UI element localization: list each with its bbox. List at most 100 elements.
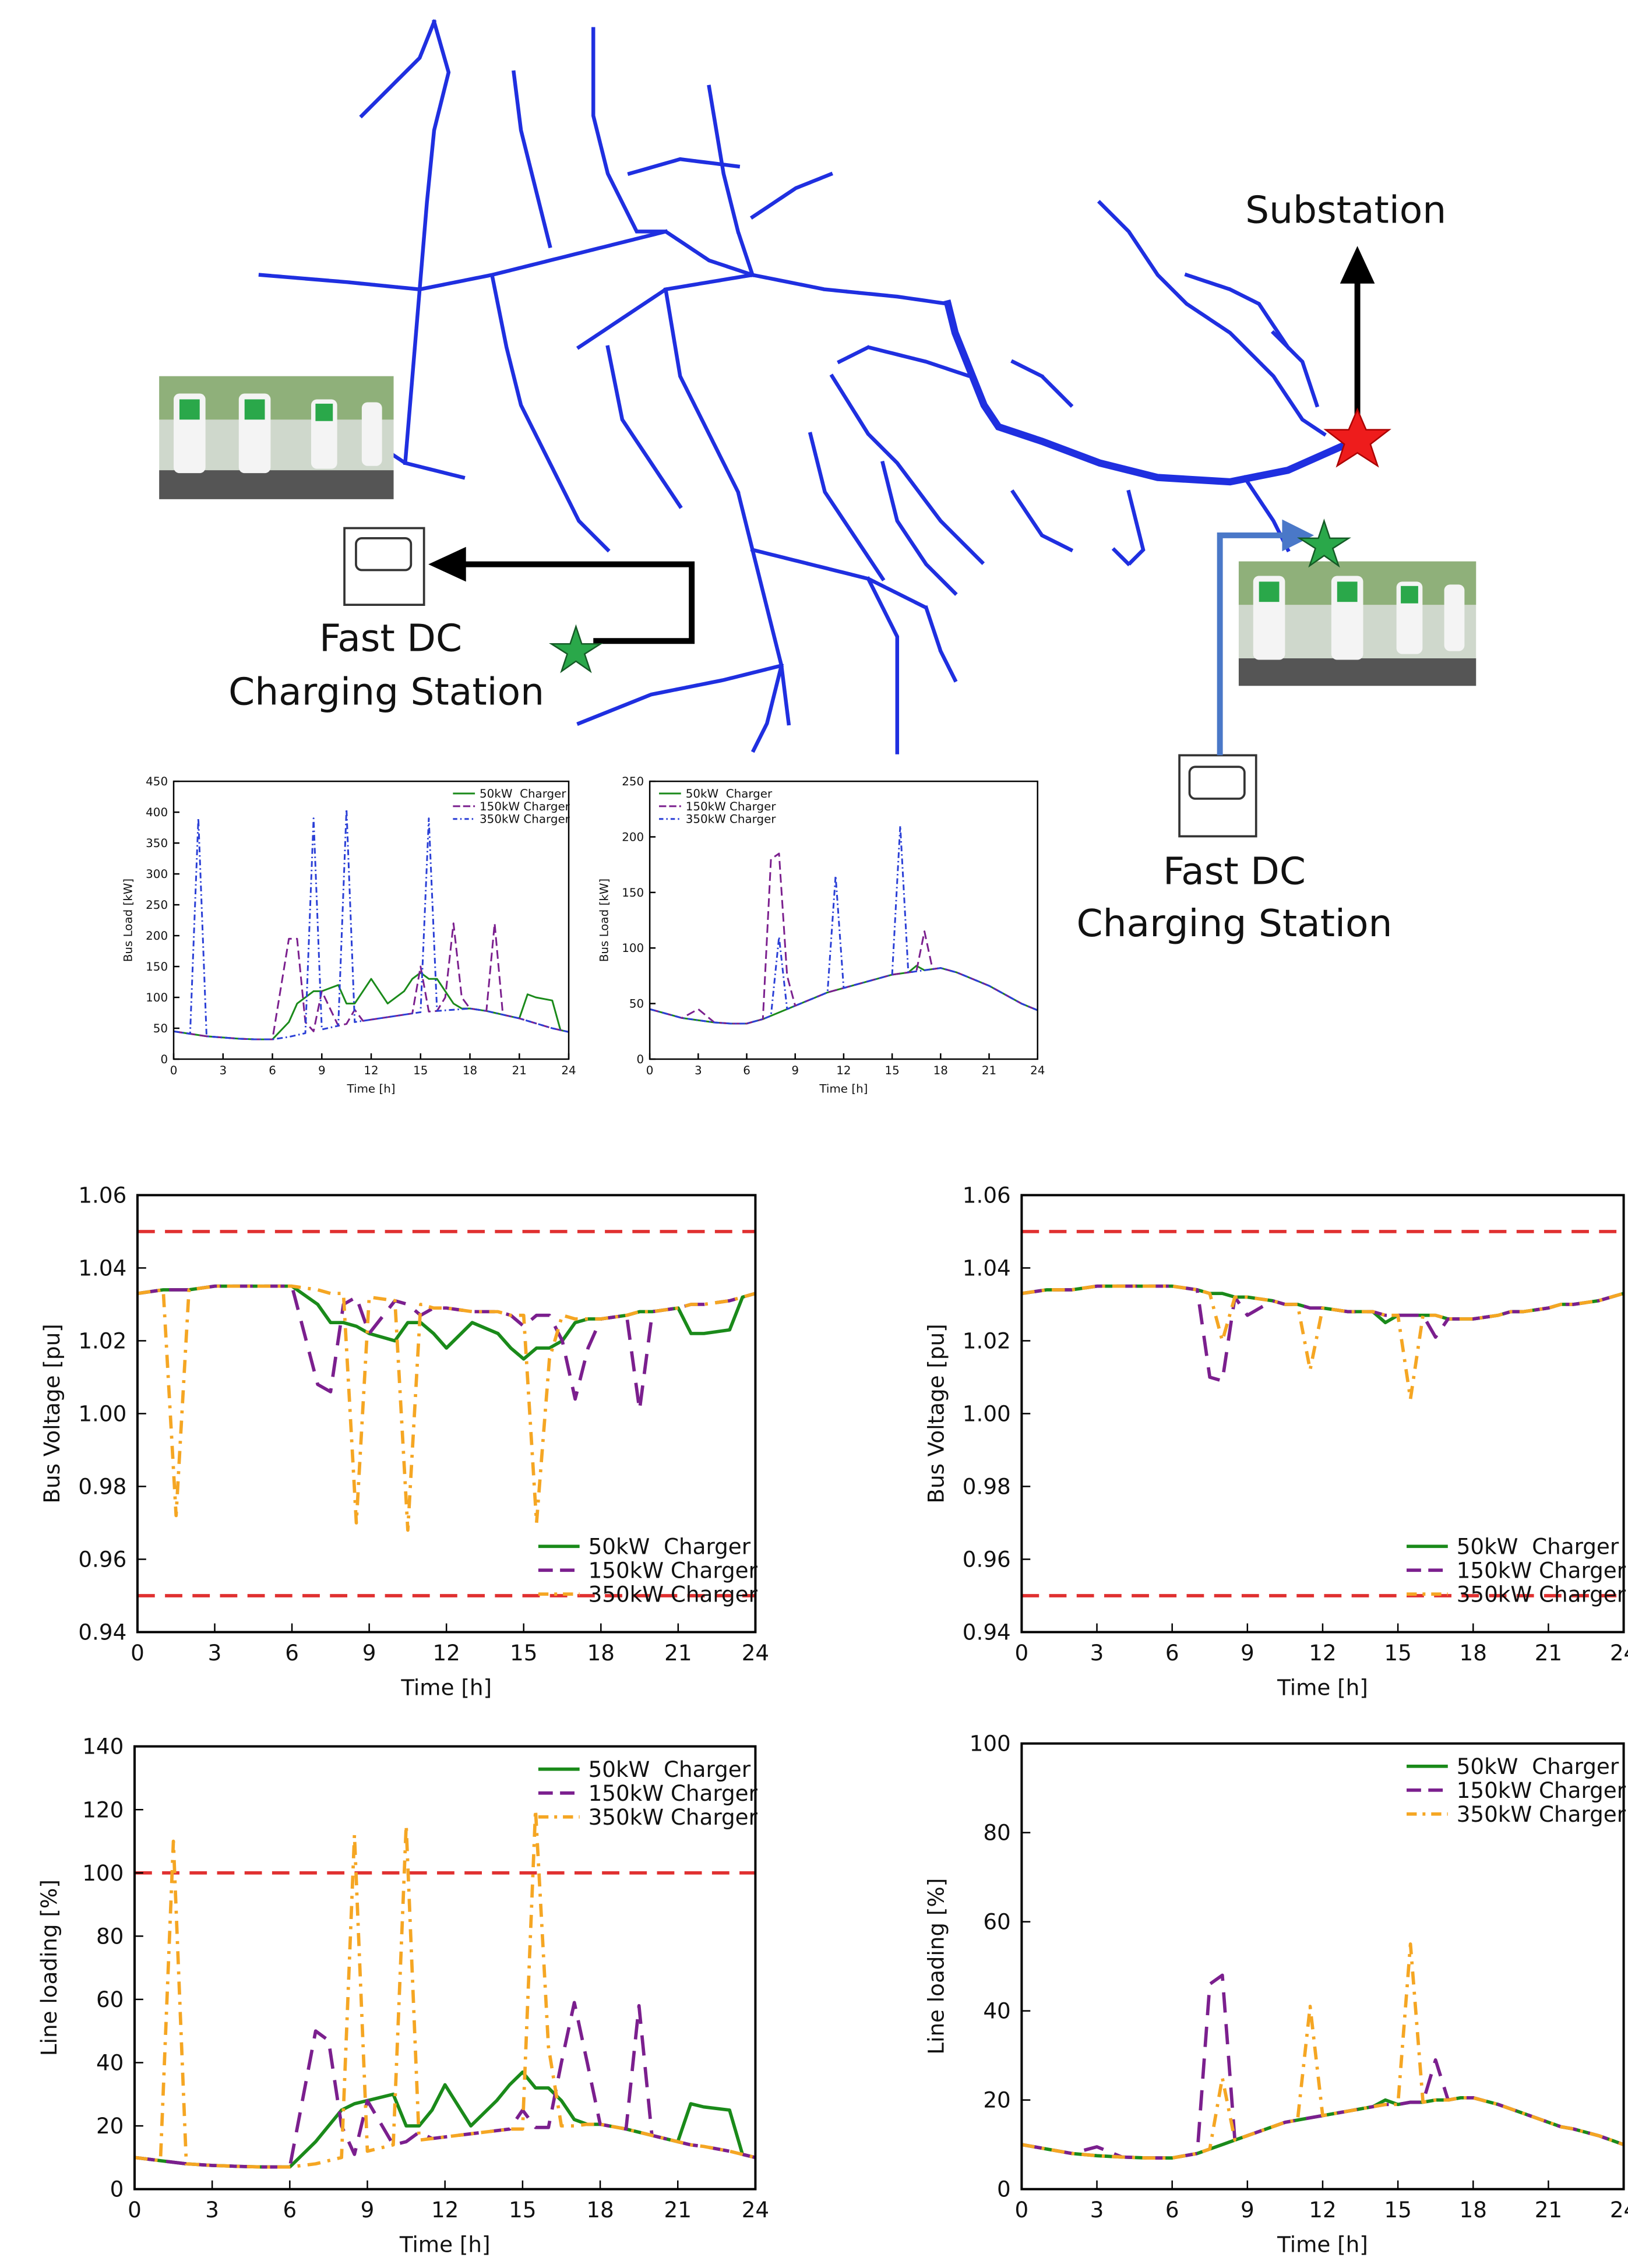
x-tick-label: 18: [933, 1064, 948, 1077]
y-tick-label: 450: [146, 775, 168, 788]
x-axis-label: Time [h]: [1277, 1674, 1368, 1700]
x-tick-label: 9: [361, 2197, 375, 2223]
y-tick-label: 20: [96, 2113, 124, 2139]
series-line: [1021, 1942, 1625, 2160]
x-tick-label: 12: [1309, 2197, 1336, 2223]
x-tick-label: 6: [285, 1640, 299, 1666]
legend-label: 150kW Charger: [686, 800, 777, 813]
y-tick-label: 60: [96, 1987, 124, 2012]
y-tick-label: 350: [146, 837, 168, 850]
x-tick-label: 6: [283, 2197, 297, 2223]
x-tick-label: 0: [131, 1640, 145, 1666]
x-tick-label: 0: [170, 1064, 178, 1077]
legend-label: 50kW Charger: [589, 1756, 751, 1782]
legend-label: 150kW Charger: [589, 1780, 758, 1806]
y-tick-label: 1.04: [78, 1255, 126, 1281]
x-axis-label: Time [h]: [1277, 2232, 1368, 2258]
x-tick-label: 21: [512, 1064, 527, 1077]
y-tick-label: 200: [146, 929, 168, 943]
y-tick-label: 0.98: [78, 1473, 126, 1499]
x-tick-label: 18: [1460, 2197, 1487, 2223]
y-tick-label: 0.94: [963, 1620, 1011, 1645]
x-axis-label: Time [h]: [819, 1082, 868, 1096]
x-tick-label: 0: [646, 1064, 654, 1077]
legend-label: 150kW Charger: [480, 800, 570, 813]
charger-photo: [1238, 561, 1477, 686]
legend-label: 350kW Charger: [1457, 1801, 1626, 1827]
chart: 0 3 6 9 12 15 18 21 24 0 20 40 60 80 100 120 140 Time [h]…: [36, 1734, 769, 2258]
diagram-label: Fast DC: [319, 617, 462, 661]
legend-label: 150kW Charger: [1457, 1557, 1626, 1583]
x-tick-label: 3: [1090, 2197, 1104, 2223]
x-tick-label: 24: [742, 2197, 769, 2223]
y-tick-label: 1.04: [963, 1255, 1011, 1281]
x-tick-label: 6: [269, 1064, 276, 1077]
x-tick-label: 21: [1535, 2197, 1562, 2223]
x-tick-label: 9: [1241, 2197, 1255, 2223]
x-tick-label: 18: [1460, 1640, 1487, 1666]
legend-label: 50kW Charger: [686, 787, 773, 800]
legend-label: 350kW Charger: [1457, 1581, 1626, 1607]
y-tick-label: 0: [110, 2177, 124, 2202]
y-tick-label: 120: [82, 1797, 124, 1822]
series-line: [137, 1284, 756, 1361]
y-tick-label: 80: [983, 1820, 1010, 1846]
charger-icon: [343, 527, 425, 606]
y-tick-label: 0.94: [78, 1620, 126, 1645]
y-tick-label: 0.96: [963, 1546, 1011, 1572]
y-tick-label: 300: [146, 867, 168, 881]
series-line: [173, 972, 569, 1040]
substation-star: [1323, 407, 1391, 468]
x-tick-label: 3: [219, 1064, 227, 1077]
x-tick-label: 9: [318, 1064, 326, 1077]
x-tick-label: 24: [1610, 1640, 1628, 1666]
x-tick-label: 6: [1165, 1640, 1179, 1666]
y-tick-label: 200: [622, 830, 644, 844]
y-axis-label: Bus Voltage [pu]: [923, 1324, 949, 1503]
x-tick-label: 24: [1030, 1064, 1045, 1077]
chart: 0 3 6 9 12 15 18 21 24 0 50 100 150 200 250 300 350 400 45…: [122, 775, 576, 1096]
legend-label: 350kW Charger: [480, 813, 570, 826]
y-tick-label: 1.02: [78, 1328, 126, 1353]
y-tick-label: 100: [82, 1860, 124, 1886]
x-tick-label: 3: [1090, 1640, 1104, 1666]
series-line: [1021, 1973, 1625, 2160]
x-tick-label: 21: [982, 1064, 996, 1077]
y-axis-label: Bus Voltage [pu]: [39, 1324, 65, 1503]
series-line: [137, 1284, 756, 1532]
series-line: [649, 824, 1038, 1025]
y-tick-label: 60: [983, 1909, 1010, 1935]
y-tick-label: 80: [96, 1923, 124, 1949]
station-star: [548, 624, 603, 673]
x-tick-label: 3: [205, 2197, 219, 2223]
series-line: [649, 852, 1038, 1025]
y-tick-label: 50: [153, 1022, 168, 1035]
x-tick-label: 9: [1241, 1640, 1255, 1666]
y-tick-label: 0: [997, 2177, 1011, 2202]
legend-label: 350kW Charger: [686, 813, 777, 826]
x-tick-label: 12: [364, 1064, 378, 1077]
x-tick-label: 3: [695, 1064, 702, 1077]
x-tick-label: 15: [413, 1064, 428, 1077]
x-axis-label: Time [h]: [400, 1674, 492, 1700]
x-tick-label: 3: [208, 1640, 222, 1666]
series-line: [134, 2070, 756, 2169]
x-tick-label: 18: [586, 2197, 614, 2223]
x-axis-label: Time [h]: [399, 2232, 491, 2258]
y-axis-label: Line loading [%]: [36, 1879, 62, 2056]
x-tick-label: 21: [664, 2197, 692, 2223]
x-tick-label: 0: [128, 2197, 142, 2223]
chart: 0 3 6 9 12 15 18 21 24 0 20 40 60 80 100 Time [h] Line l…: [923, 1731, 1628, 2258]
x-tick-label: 21: [664, 1640, 692, 1666]
legend-label: 50kW Charger: [1457, 1533, 1619, 1559]
y-axis-label: Line loading [%]: [923, 1878, 949, 2055]
y-tick-label: 100: [970, 1731, 1011, 1756]
legend-label: 50kW Charger: [1457, 1754, 1619, 1779]
y-tick-label: 40: [96, 2050, 124, 2076]
series-line: [1021, 1284, 1625, 1383]
x-axis-label: Time [h]: [347, 1082, 396, 1096]
station-star: [1296, 518, 1351, 568]
legend-label: 350kW Charger: [589, 1804, 758, 1830]
diagram-label: Fast DC: [1163, 849, 1306, 893]
